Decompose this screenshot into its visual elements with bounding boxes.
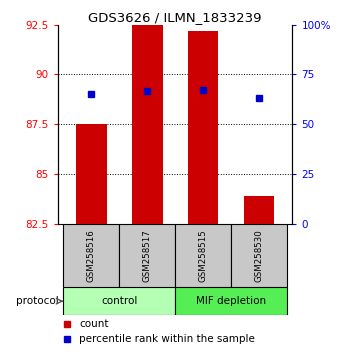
Bar	[119, 224, 175, 287]
Bar	[63, 224, 119, 287]
Text: MIF depletion: MIF depletion	[196, 296, 266, 306]
Text: count: count	[79, 319, 108, 329]
Title: GDS3626 / ILMN_1833239: GDS3626 / ILMN_1833239	[88, 11, 262, 24]
Bar	[175, 224, 231, 287]
Text: GSM258517: GSM258517	[143, 229, 152, 282]
Text: percentile rank within the sample: percentile rank within the sample	[79, 334, 255, 344]
Text: GSM258516: GSM258516	[87, 229, 96, 282]
Text: control: control	[101, 296, 137, 306]
Bar	[231, 224, 287, 287]
Bar	[132, 25, 163, 224]
Bar	[63, 287, 175, 315]
Bar	[175, 287, 287, 315]
Text: protocol: protocol	[16, 296, 59, 306]
Bar	[243, 196, 274, 224]
Text: GSM258530: GSM258530	[254, 229, 264, 282]
Text: GSM258515: GSM258515	[199, 229, 207, 282]
Bar	[76, 124, 107, 224]
Bar	[188, 31, 218, 224]
